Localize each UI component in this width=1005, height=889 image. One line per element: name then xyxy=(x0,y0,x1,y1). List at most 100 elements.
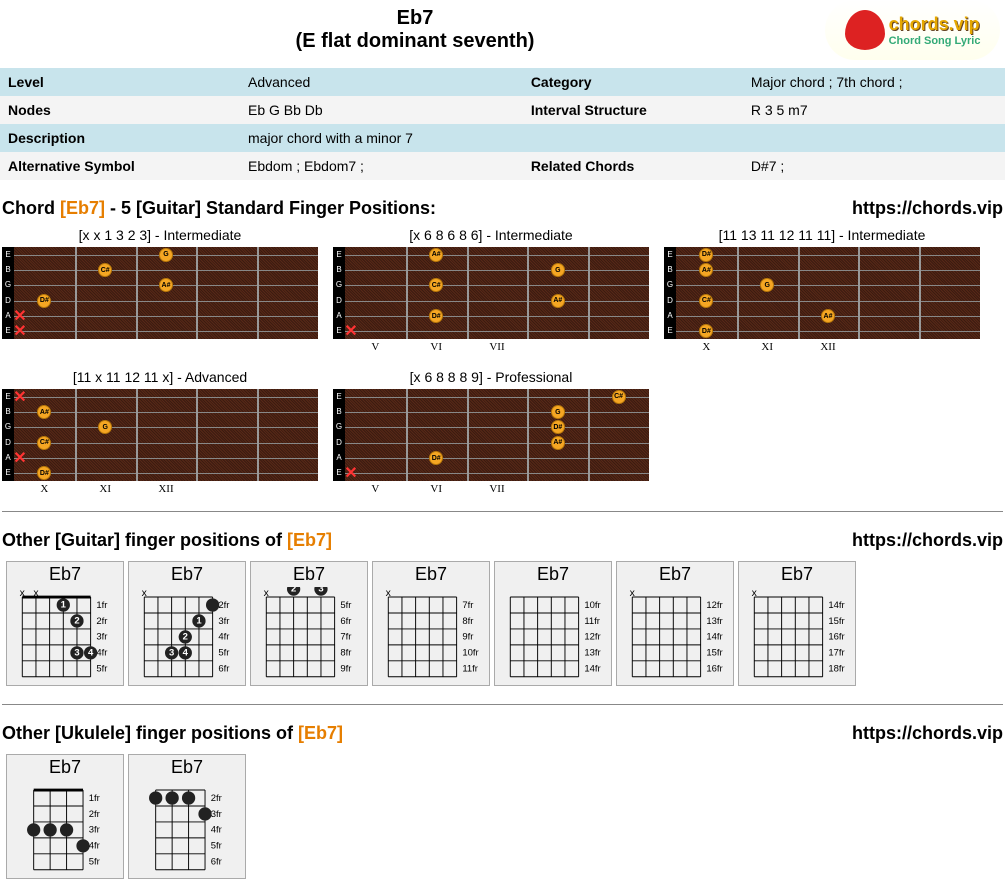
chordbox[interactable]: Eb7 7fr8fr9fr10fr11frx111234 xyxy=(372,561,490,686)
fret-numbers: XXIXII xyxy=(2,483,318,495)
svg-text:1: 1 xyxy=(196,615,202,626)
svg-text:5fr: 5fr xyxy=(89,857,100,868)
logo[interactable]: chords.vip Chord Song Lyric xyxy=(825,0,1000,60)
svg-text:x: x xyxy=(20,588,26,599)
fret-dot: A# xyxy=(699,263,713,277)
string-label: E xyxy=(2,469,14,477)
svg-text:7fr: 7fr xyxy=(462,600,473,611)
fretboard-title: [x 6 8 6 8 6] - Intermediate xyxy=(409,227,572,243)
chordbox[interactable]: Eb7 2fr3fr4fr5fr6frx1234 xyxy=(128,561,246,686)
string-label: B xyxy=(333,266,345,274)
string-label: D xyxy=(333,297,345,305)
chordbox-grid: 10fr11fr12fr13fr14fr111123 xyxy=(497,587,609,683)
chordbox-grid: 1fr2fr3fr4fr5frxx1234 xyxy=(9,587,121,683)
info-value xyxy=(743,124,1005,152)
chordbox[interactable]: Eb7 2fr3fr4fr5fr6fr xyxy=(128,754,246,879)
string-label: E xyxy=(664,327,676,335)
svg-text:16fr: 16fr xyxy=(828,632,844,643)
fret-dot: A# xyxy=(37,405,51,419)
fret-dot: G xyxy=(551,405,565,419)
svg-text:3fr: 3fr xyxy=(218,616,229,627)
svg-text:6fr: 6fr xyxy=(218,664,229,675)
svg-text:10fr: 10fr xyxy=(462,648,478,659)
fret-dot: A# xyxy=(821,309,835,323)
fret-dot: D# xyxy=(37,294,51,308)
svg-text:9fr: 9fr xyxy=(340,664,351,675)
chordbox-grid: 1fr2fr3fr4fr5fr xyxy=(9,780,121,876)
svg-text:8fr: 8fr xyxy=(340,648,351,659)
chordbox[interactable]: Eb7 10fr11fr12fr13fr14fr111123 xyxy=(494,561,612,686)
svg-text:13fr: 13fr xyxy=(706,616,722,627)
fretboard: EBGDAEA#GC#A#D#✕ xyxy=(333,247,649,339)
svg-text:16fr: 16fr xyxy=(706,664,722,675)
svg-text:15fr: 15fr xyxy=(706,648,722,659)
svg-text:4fr: 4fr xyxy=(96,648,107,659)
fretboard-block: [11 13 11 12 11 11] - Intermediate EBGDA… xyxy=(664,227,980,353)
svg-text:x: x xyxy=(386,588,392,599)
info-value: Eb G Bb Db xyxy=(240,96,523,124)
fretboard-title: [11 13 11 12 11 11] - Intermediate xyxy=(719,227,926,243)
string-label: E xyxy=(333,393,345,401)
svg-text:12fr: 12fr xyxy=(706,600,722,611)
svg-text:6fr: 6fr xyxy=(340,616,351,627)
section3-url[interactable]: https://chords.vip xyxy=(852,723,1003,744)
chordbox-grid: 14fr15fr16fr17fr18frx1234 xyxy=(741,587,853,683)
info-value: Ebdom ; Ebdom7 ; xyxy=(240,152,523,180)
section3-title: Other [Ukulele] finger positions of [Eb7… xyxy=(2,723,343,744)
svg-text:6fr: 6fr xyxy=(211,857,222,868)
svg-text:3fr: 3fr xyxy=(89,825,100,836)
fret-dot: D# xyxy=(551,420,565,434)
chordbox-title: Eb7 xyxy=(537,564,569,585)
chord-subtitle: (E flat dominant seventh) xyxy=(5,30,825,53)
section1-title: Chord [Eb7] - 5 [Guitar] Standard Finger… xyxy=(2,198,436,219)
fret-dot: D# xyxy=(699,324,713,338)
svg-text:18fr: 18fr xyxy=(828,664,844,675)
fret-numbers: XXIXII xyxy=(664,341,980,353)
chordbox[interactable]: Eb7 12fr13fr14fr15fr16frx11234 xyxy=(616,561,734,686)
chordbox-grid: 2fr3fr4fr5fr6frx1234 xyxy=(131,587,243,683)
string-label: E xyxy=(2,327,14,335)
chordbox[interactable]: Eb7 1fr2fr3fr4fr5fr xyxy=(6,754,124,879)
info-label: Interval Structure xyxy=(523,96,743,124)
chordbox[interactable]: Eb7 5fr6fr7fr8fr9frx11123 xyxy=(250,561,368,686)
svg-text:14fr: 14fr xyxy=(706,632,722,643)
chordbox-title: Eb7 xyxy=(415,564,447,585)
fretboard-block: [x x 1 3 2 3] - Intermediate EBGDAEGC#A#… xyxy=(2,227,318,353)
fretboard-block: [11 x 11 12 11 x] - Advanced EBGDAEA#GC#… xyxy=(2,369,318,495)
string-label: A xyxy=(2,454,14,462)
section1-url[interactable]: https://chords.vip xyxy=(852,198,1003,219)
chordbox-title: Eb7 xyxy=(781,564,813,585)
chord-title: Eb7 xyxy=(5,7,825,30)
mute-icon: ✕ xyxy=(13,387,26,407)
string-label: D xyxy=(333,439,345,447)
svg-text:8fr: 8fr xyxy=(462,616,473,627)
svg-text:15fr: 15fr xyxy=(828,616,844,627)
string-label: D xyxy=(664,297,676,305)
fret-dot: C# xyxy=(98,263,112,277)
fret-dot: G xyxy=(159,248,173,262)
string-label: A xyxy=(333,312,345,320)
svg-text:5fr: 5fr xyxy=(218,648,229,659)
chordbox[interactable]: Eb7 14fr15fr16fr17fr18frx1234 xyxy=(738,561,856,686)
svg-text:3: 3 xyxy=(318,587,323,595)
fret-numbers: VVIVII xyxy=(333,483,649,495)
chordbox-title: Eb7 xyxy=(49,564,81,585)
info-value: D#7 ; xyxy=(743,152,1005,180)
string-label: G xyxy=(333,281,345,289)
section2-title: Other [Guitar] finger positions of [Eb7] xyxy=(2,530,332,551)
info-value: Advanced xyxy=(240,68,523,96)
svg-text:x: x xyxy=(752,588,758,599)
info-value: R 3 5 m7 xyxy=(743,96,1005,124)
string-label: B xyxy=(2,266,14,274)
chordbox[interactable]: Eb7 1fr2fr3fr4fr5frxx1234 xyxy=(6,561,124,686)
info-label: Level xyxy=(0,68,240,96)
mute-icon: ✕ xyxy=(13,448,26,468)
string-label: E xyxy=(2,393,14,401)
mute-icon: ✕ xyxy=(13,321,26,341)
svg-text:x: x xyxy=(264,588,270,599)
svg-text:x: x xyxy=(630,588,636,599)
fretboard-block: [x 6 8 8 8 9] - Professional EBGDAEC#GD#… xyxy=(333,369,649,495)
section2-url[interactable]: https://chords.vip xyxy=(852,530,1003,551)
string-label: G xyxy=(2,423,14,431)
fret-dot: D# xyxy=(429,451,443,465)
